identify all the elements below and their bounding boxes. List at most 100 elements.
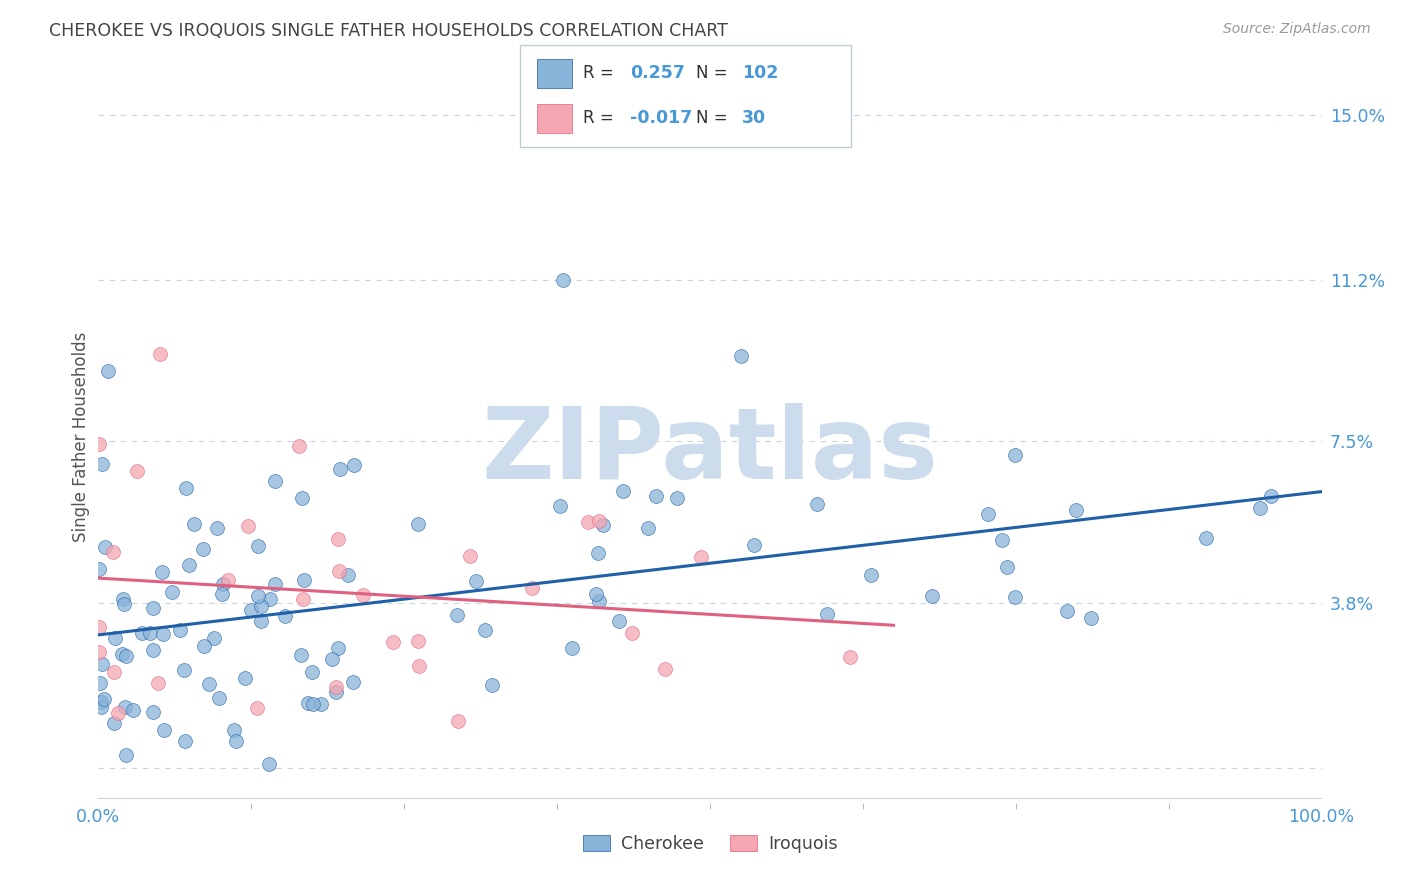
Point xyxy=(301,665,323,679)
Text: 102: 102 xyxy=(742,64,779,82)
Point xyxy=(169,623,191,637)
Point xyxy=(301,697,323,711)
Point xyxy=(211,587,233,601)
Point xyxy=(1004,448,1026,462)
Point xyxy=(654,662,676,676)
Point xyxy=(198,677,221,691)
Point xyxy=(103,665,125,679)
Point xyxy=(142,705,165,719)
Point xyxy=(152,627,174,641)
Point xyxy=(838,649,860,664)
Point xyxy=(212,577,235,591)
Point xyxy=(193,542,215,557)
Point xyxy=(233,672,256,686)
Point xyxy=(607,614,630,628)
Point xyxy=(217,574,239,588)
Point xyxy=(174,734,197,748)
Point xyxy=(89,676,111,690)
Point xyxy=(290,648,312,662)
Point xyxy=(995,559,1018,574)
Point xyxy=(104,631,127,645)
Point xyxy=(149,347,172,361)
Point xyxy=(127,464,149,478)
Point xyxy=(343,458,366,472)
Point xyxy=(288,439,311,453)
Point xyxy=(578,515,600,529)
Point xyxy=(326,640,349,655)
Point xyxy=(321,652,343,666)
Point xyxy=(202,631,225,645)
Point xyxy=(336,568,359,582)
Point xyxy=(264,475,287,489)
Point xyxy=(96,364,118,378)
Point xyxy=(1260,489,1282,503)
Point xyxy=(173,663,195,677)
Point xyxy=(644,489,666,503)
Point xyxy=(325,680,347,694)
Point xyxy=(352,589,374,603)
Point xyxy=(274,608,297,623)
Point xyxy=(859,568,882,582)
Point xyxy=(91,457,114,471)
Point xyxy=(174,482,197,496)
Point xyxy=(142,601,165,615)
Point xyxy=(208,691,231,706)
Point xyxy=(93,692,115,706)
Point xyxy=(406,517,429,532)
Point xyxy=(689,549,711,564)
Point xyxy=(481,678,503,692)
Point xyxy=(620,626,643,640)
Point xyxy=(458,549,481,564)
Point xyxy=(311,697,333,711)
Point xyxy=(465,574,488,588)
Point xyxy=(291,491,314,505)
Point xyxy=(1249,501,1271,516)
Point xyxy=(150,565,173,579)
Point xyxy=(585,587,607,601)
Point xyxy=(103,716,125,731)
Point xyxy=(1195,532,1218,546)
Point xyxy=(94,540,117,554)
Point xyxy=(806,497,828,511)
Point xyxy=(406,634,429,648)
Point xyxy=(586,546,609,560)
Point xyxy=(112,597,135,611)
Point xyxy=(224,723,246,737)
Point xyxy=(548,499,571,513)
Point xyxy=(142,642,165,657)
Point xyxy=(588,514,610,528)
Point xyxy=(666,491,689,505)
Point xyxy=(1004,590,1026,604)
Point xyxy=(1064,503,1087,517)
Legend: Cherokee, Iroquois: Cherokee, Iroquois xyxy=(575,828,845,860)
Point xyxy=(1080,611,1102,625)
Point xyxy=(101,545,124,559)
Point xyxy=(588,593,610,607)
Text: ZIPatlas: ZIPatlas xyxy=(482,403,938,500)
Point xyxy=(90,700,112,714)
Point xyxy=(139,626,162,640)
Point xyxy=(259,756,281,771)
Point xyxy=(183,517,205,532)
Point xyxy=(297,696,319,710)
Point xyxy=(247,540,270,554)
Point xyxy=(342,675,364,690)
Point xyxy=(292,573,315,587)
Point xyxy=(90,657,112,671)
Point xyxy=(592,518,614,533)
Point xyxy=(446,608,468,623)
Point xyxy=(111,592,134,607)
Point xyxy=(292,592,315,607)
Point xyxy=(205,521,228,535)
Point xyxy=(249,599,271,613)
Point xyxy=(89,436,111,450)
Point xyxy=(90,695,112,709)
Point xyxy=(328,532,350,546)
Point xyxy=(742,538,765,552)
Point xyxy=(146,676,169,690)
Point xyxy=(815,607,838,621)
Point xyxy=(249,615,271,629)
Point xyxy=(561,640,583,655)
Point xyxy=(637,521,659,535)
Point xyxy=(408,659,430,673)
